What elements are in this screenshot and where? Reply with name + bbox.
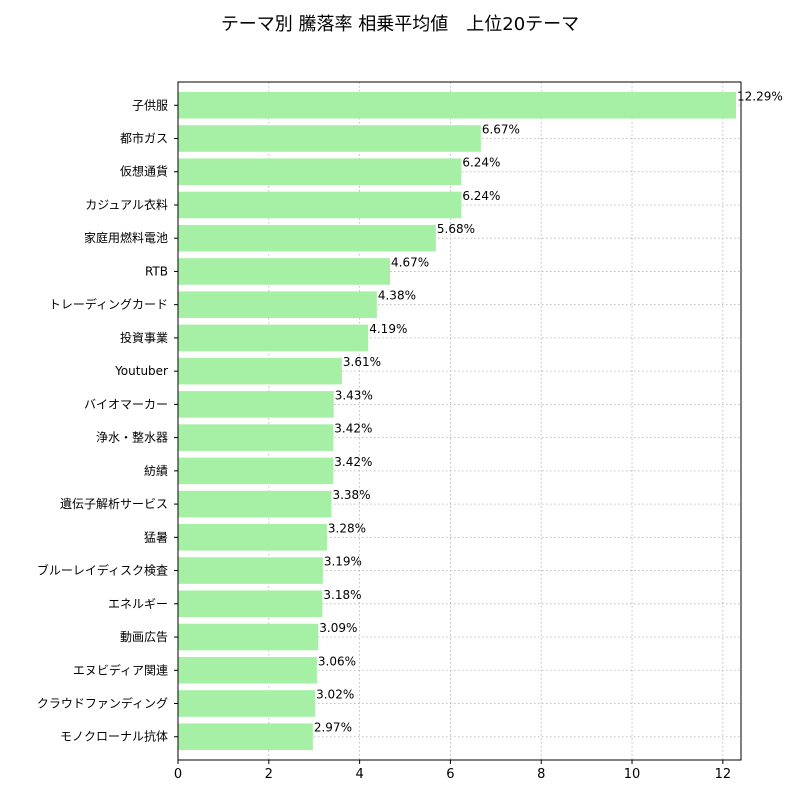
- value-label: 3.19%: [324, 555, 362, 569]
- bar: [178, 557, 323, 584]
- chart-title: テーマ別 騰落率 相乗平均値 上位20テーマ: [221, 14, 579, 35]
- value-label: 5.68%: [437, 222, 475, 236]
- category-label: Youtuber: [114, 364, 168, 378]
- x-tick-label: 10: [624, 767, 641, 782]
- value-label: 12.29%: [737, 89, 783, 103]
- value-labels: 12.29% 6.67% 6.24% 6.24% 5.68% 4.67% 4.38% 4.19…: [314, 89, 783, 734]
- bar: [178, 391, 334, 418]
- bar: [178, 191, 462, 219]
- category-label: 子供服: [132, 98, 168, 112]
- bar: [178, 424, 334, 451]
- category-label: 浄水・整水器: [96, 430, 168, 445]
- category-label: 仮想通貨: [120, 164, 168, 179]
- value-label: 3.38%: [332, 488, 370, 502]
- x-axis-ticks: 0 2 4 6 8 10 12: [174, 760, 731, 782]
- bar: [178, 357, 342, 385]
- value-label: 6.67%: [482, 123, 520, 137]
- category-label: エネルギー: [108, 597, 168, 611]
- x-tick-label: 6: [446, 767, 454, 782]
- bars: [178, 91, 737, 751]
- category-label: クラウドファンディング: [37, 696, 168, 711]
- bar: [178, 490, 332, 518]
- bar: [178, 91, 737, 119]
- bar: [178, 690, 316, 717]
- category-label: 投資事業: [120, 330, 168, 345]
- x-tick-label: 8: [537, 767, 545, 782]
- bar: [178, 590, 323, 618]
- category-label: 動画広告: [120, 630, 168, 644]
- value-label: 3.43%: [335, 388, 373, 402]
- value-label: 3.42%: [334, 455, 372, 469]
- category-label: トレーディングカード: [49, 297, 168, 312]
- bar: [178, 291, 377, 318]
- value-label: 3.18%: [323, 588, 361, 602]
- bar: [178, 524, 327, 551]
- x-tick-label: 4: [355, 767, 363, 782]
- category-label: モノクローナル抗体: [60, 729, 168, 744]
- value-label: 3.28%: [328, 521, 366, 535]
- value-label: 3.42%: [334, 422, 372, 436]
- value-label: 3.06%: [318, 654, 356, 668]
- category-label: カジュアル衣料: [85, 197, 168, 212]
- bar: [178, 623, 319, 651]
- category-label: 家庭用燃料電池: [84, 230, 168, 245]
- category-label: 猛暑: [144, 530, 168, 544]
- category-label: ブルーレイディスク検査: [37, 563, 168, 578]
- bar: [178, 125, 481, 152]
- bar: [178, 258, 391, 285]
- value-label: 3.02%: [316, 688, 354, 702]
- value-label: 3.09%: [319, 621, 357, 635]
- value-label: 4.67%: [391, 255, 429, 269]
- category-label: バイオマーカー: [84, 397, 168, 411]
- bar: [178, 457, 334, 485]
- x-tick-label: 0: [174, 767, 182, 782]
- value-label: 6.24%: [462, 189, 500, 203]
- x-tick-label: 12: [715, 767, 732, 782]
- bar: [178, 324, 369, 352]
- category-label: 遺伝子解析サービス: [60, 496, 168, 511]
- value-label: 4.38%: [378, 289, 416, 303]
- bar: [178, 224, 436, 252]
- plot-frame: [177, 81, 742, 761]
- value-label: 4.19%: [369, 322, 407, 336]
- x-tick-label: 2: [265, 767, 273, 782]
- bar: [178, 158, 462, 186]
- category-label: RTB: [145, 264, 168, 278]
- category-label: 紡績: [144, 463, 168, 478]
- category-label: 都市ガス: [120, 131, 168, 146]
- category-label: エヌビディア関連: [73, 662, 168, 677]
- bar: [178, 723, 313, 751]
- bar: [178, 656, 317, 684]
- value-label: 6.24%: [462, 156, 500, 170]
- value-label: 2.97%: [314, 721, 352, 735]
- value-label: 3.61%: [343, 355, 381, 369]
